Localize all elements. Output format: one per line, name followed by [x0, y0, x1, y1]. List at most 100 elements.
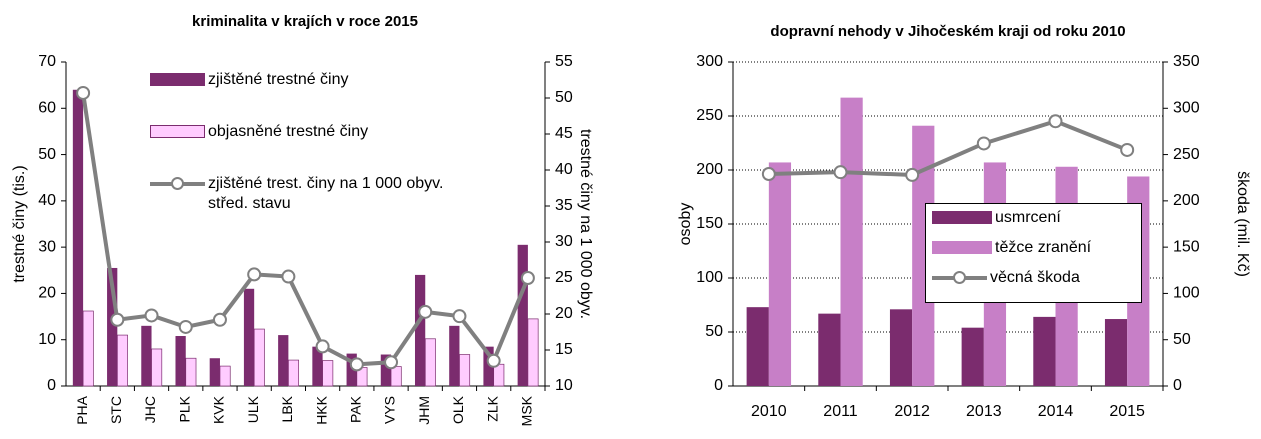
line-marker: [761, 167, 776, 182]
bar: [346, 353, 357, 386]
x-tick-label: VYS: [382, 396, 398, 424]
legend-marker: [953, 271, 966, 284]
x-tick-label: HKK: [313, 395, 329, 424]
bar: [175, 336, 186, 386]
legend: usmrcení těžce zranění věcná škoda: [925, 203, 1142, 303]
legend-entry: těžce zranění: [932, 238, 1135, 268]
line-marker: [833, 165, 848, 180]
legend-swatch: [932, 211, 992, 224]
x-tick-label: ULK: [245, 395, 261, 423]
line-marker: [178, 319, 193, 334]
y-tick-label: 50: [38, 146, 56, 163]
y2-tick-label: 20: [555, 305, 573, 322]
y2-axis-label: trestné činy na 1 000 obyv.: [577, 129, 594, 319]
legend-swatch: [150, 125, 205, 138]
legend-label: objasněné trestné činy: [208, 123, 369, 140]
legend-entry: usmrcení: [932, 208, 1135, 238]
legend-swatch: [932, 271, 987, 284]
bar: [1104, 319, 1128, 386]
legend: zjištěné trestné činy objasněné trestné č…: [150, 70, 443, 226]
line-marker: [976, 136, 991, 151]
legend-entry: věcná škoda: [932, 268, 1135, 298]
bar: [840, 97, 863, 386]
bar: [253, 328, 265, 387]
y2-tick-label: 300: [1173, 100, 1200, 117]
bar: [746, 307, 769, 386]
bar: [219, 365, 231, 387]
bar: [278, 335, 289, 386]
y-tick-label: 30: [38, 238, 56, 255]
legend-swatch: [150, 177, 205, 190]
line-marker: [452, 309, 467, 324]
x-tick-label: 2011: [823, 403, 858, 420]
bar: [322, 360, 334, 387]
y-tick-label: 100: [696, 269, 723, 286]
y2-tick-label: 40: [555, 161, 573, 178]
bar: [517, 244, 528, 386]
line-marker: [418, 304, 433, 319]
y2-tick-label: 25: [555, 269, 573, 286]
x-tick-label: LBK: [279, 395, 295, 422]
bar: [151, 348, 163, 387]
bar: [209, 358, 220, 386]
y2-tick-label: 10: [555, 377, 573, 394]
bar: [116, 334, 128, 387]
y2-tick-label: 50: [1173, 331, 1191, 348]
bar: [768, 162, 792, 386]
y2-tick-label: 200: [1173, 192, 1200, 209]
bar: [527, 318, 539, 387]
bar: [380, 354, 392, 386]
x-tick-label: ZLK: [484, 395, 500, 421]
chart-title: dopravní nehody v Jihočeském kraji od ro…: [770, 23, 1125, 40]
bar: [72, 89, 84, 387]
bar: [889, 309, 913, 386]
y2-axis-label: škoda (mil. Kč): [1234, 171, 1251, 277]
legend-label: zjištěné trestné činy: [208, 71, 349, 88]
y-tick-label: 200: [696, 161, 723, 178]
line-marker: [520, 271, 535, 285]
bar: [449, 325, 460, 386]
legend-label: věcná škoda: [990, 269, 1080, 286]
y2-tick-label: 0: [1173, 377, 1182, 394]
x-tick-label: 2013: [966, 403, 1002, 420]
y-tick-label: 250: [696, 107, 723, 124]
x-tick-label: 2015: [1109, 403, 1145, 420]
legend-entry: zjištěné trestné činy: [150, 70, 443, 122]
x-tick-label: JHM: [416, 396, 432, 425]
line-marker: [1048, 114, 1063, 129]
x-tick-label: PLK: [176, 395, 192, 422]
bar: [141, 325, 152, 386]
y-axis-label: osoby: [677, 203, 694, 246]
legend-entry: zjištěné trest. činy na 1 000 obyv. stře…: [150, 174, 443, 226]
bar: [288, 359, 300, 387]
legend-marker: [171, 177, 184, 190]
bar: [424, 338, 436, 387]
line-marker: [110, 312, 125, 327]
line-marker: [384, 355, 399, 370]
legend-label: usmrcení: [995, 209, 1061, 226]
bar: [818, 313, 841, 386]
line-marker: [1120, 142, 1135, 157]
line-marker: [315, 339, 330, 354]
bar: [390, 366, 402, 387]
y-tick-label: 10: [38, 331, 56, 348]
y2-tick-label: 15: [555, 341, 573, 358]
y-tick-label: 150: [696, 215, 723, 232]
x-tick-label: JHC: [142, 396, 158, 423]
bar: [243, 288, 255, 386]
y2-tick-label: 350: [1173, 53, 1200, 70]
y-tick-label: 20: [38, 285, 56, 302]
y2-tick-label: 50: [555, 89, 573, 106]
line-marker: [281, 269, 296, 284]
y-tick-label: 50: [705, 323, 723, 340]
line-marker: [349, 357, 364, 372]
line-marker: [486, 353, 501, 368]
bar: [107, 267, 118, 386]
legend-label: zjištěné trest. činy na 1 000 obyv. stře…: [208, 175, 444, 212]
bar: [961, 327, 984, 386]
bar: [459, 354, 471, 387]
y-axis-label: trestné činy (tis.): [11, 165, 28, 282]
y2-tick-label: 30: [555, 233, 573, 250]
